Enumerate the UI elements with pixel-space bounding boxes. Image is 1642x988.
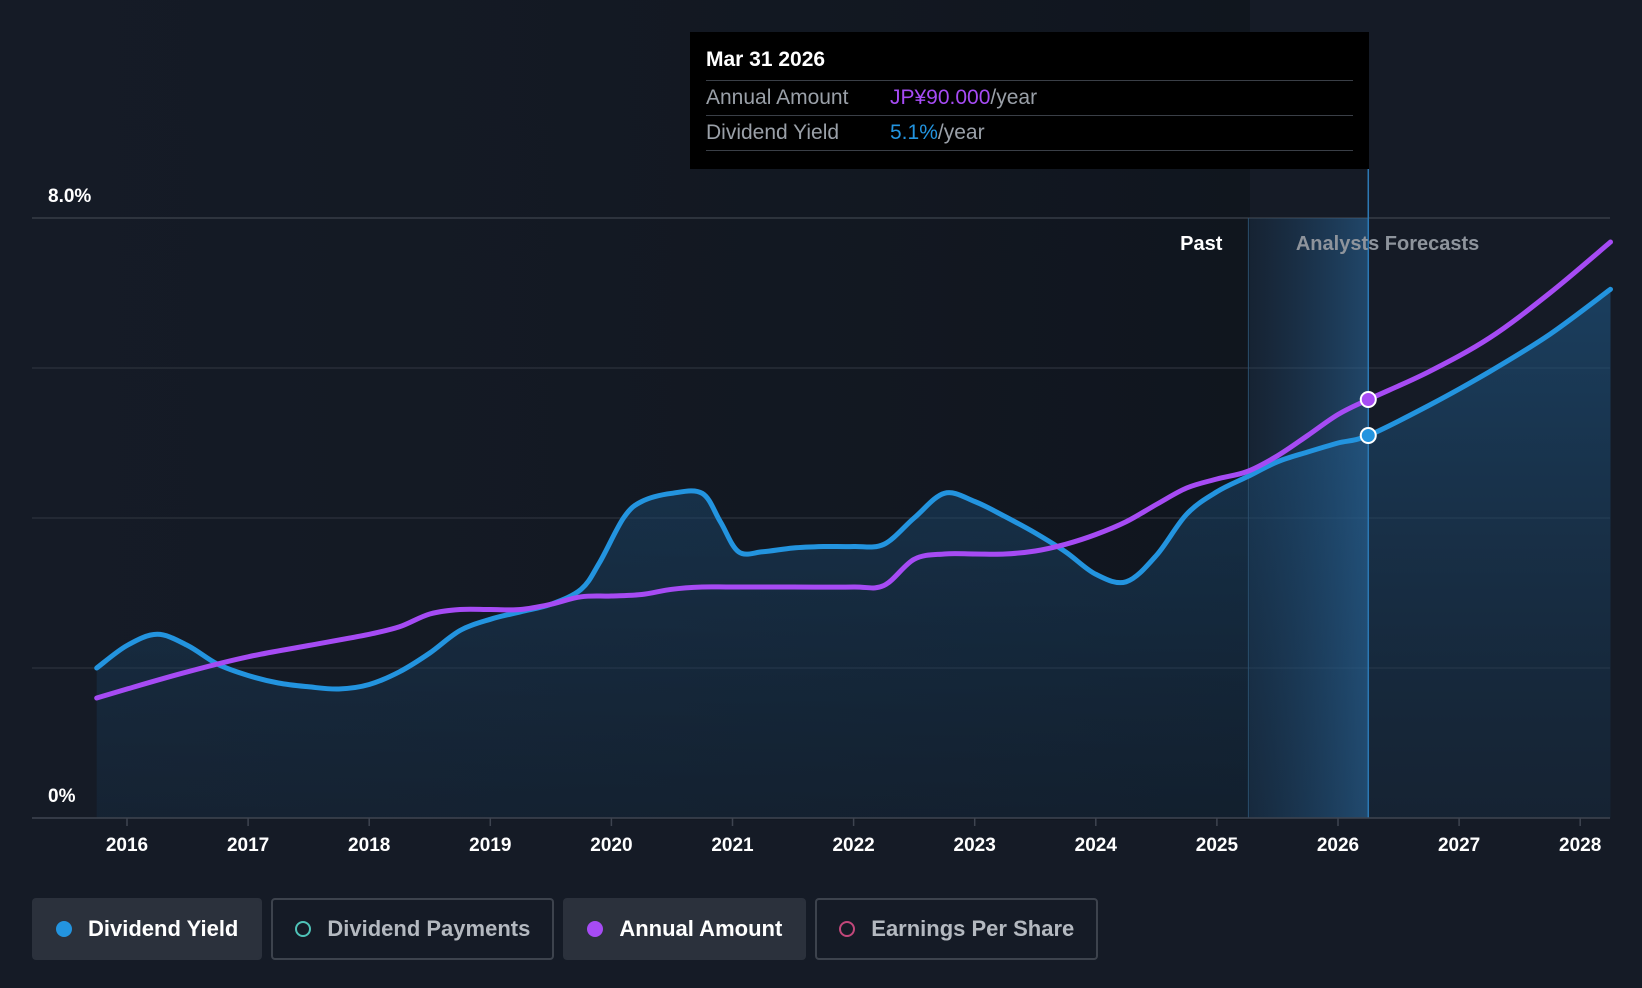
legend-dividend-yield-button[interactable]: Dividend Yield (32, 898, 263, 960)
tooltip-value: JP¥90.000 (890, 86, 991, 109)
series-line-dividend-yield (94, 286, 1613, 692)
tooltip-row-dividend-yield: Dividend Yield 5.1% /year (706, 116, 1353, 151)
x-tick-label: 2018 (348, 835, 390, 856)
legend-dividend-payments-button[interactable]: Dividend Payments (271, 898, 555, 960)
series-lines (94, 239, 1613, 701)
legend-ring-icon (839, 921, 856, 937)
legend-label: Dividend Payments (327, 916, 531, 941)
tooltip: Mar 31 2026 Annual Amount JP¥90.000 /yea… (690, 32, 1369, 169)
x-axis-ticks: 2016 2017 2018 2019 2020 2021 2022 2023 2024 2025… (106, 818, 1601, 856)
x-tick-label: 2025 (1196, 835, 1239, 856)
tooltip-date: Mar 31 2026 (706, 46, 1353, 81)
y-axis-labels: 8.0% 0% (48, 186, 91, 807)
y-axis-max-label: 8.0% (48, 186, 91, 207)
legend-ring-icon (295, 921, 312, 937)
y-axis-min-label: 0% (48, 786, 76, 807)
forecast-highlight-band (1248, 218, 1369, 818)
tooltip-unit: /year (937, 121, 985, 144)
forecast-label: Analysts Forecasts (1296, 233, 1479, 255)
legend-dot-icon (56, 921, 72, 937)
legend: Dividend Yield Dividend Payments Annual … (32, 898, 1099, 960)
x-tick-label: 2022 (832, 835, 874, 856)
x-tick-label: 2028 (1559, 835, 1601, 856)
x-tick-label: 2016 (106, 835, 148, 856)
series-line-annual-amount (94, 239, 1613, 701)
hover-marker (1359, 391, 1377, 408)
x-tick-label: 2023 (954, 835, 996, 856)
past-label: Past (1180, 233, 1223, 255)
hover-markers (1359, 391, 1377, 444)
dividend-yield-area (96, 289, 1611, 818)
x-tick-label: 2026 (1317, 835, 1359, 856)
legend-label: Dividend Yield (88, 916, 239, 941)
tooltip-value: 5.1% (890, 121, 938, 144)
hover-marker (1359, 427, 1377, 444)
legend-dot-icon (587, 921, 604, 937)
x-tick-label: 2017 (227, 835, 269, 856)
tooltip-label: Dividend Yield (706, 121, 840, 144)
x-tick-label: 2027 (1438, 835, 1480, 856)
legend-earnings-per-share-button[interactable]: Earnings Per Share (815, 898, 1099, 960)
tooltip-row-annual-amount: Annual Amount JP¥90.000 /year (706, 81, 1353, 116)
legend-annual-amount-button[interactable]: Annual Amount (563, 898, 807, 960)
x-tick-label: 2019 (469, 835, 511, 856)
tooltip-unit: /year (990, 86, 1038, 109)
legend-label: Earnings Per Share (871, 916, 1075, 941)
x-tick-label: 2021 (711, 835, 754, 856)
legend-label: Annual Amount (619, 916, 783, 941)
x-tick-label: 2020 (590, 835, 632, 856)
x-tick-label: 2024 (1075, 835, 1118, 856)
tooltip-label: Annual Amount (706, 86, 849, 109)
